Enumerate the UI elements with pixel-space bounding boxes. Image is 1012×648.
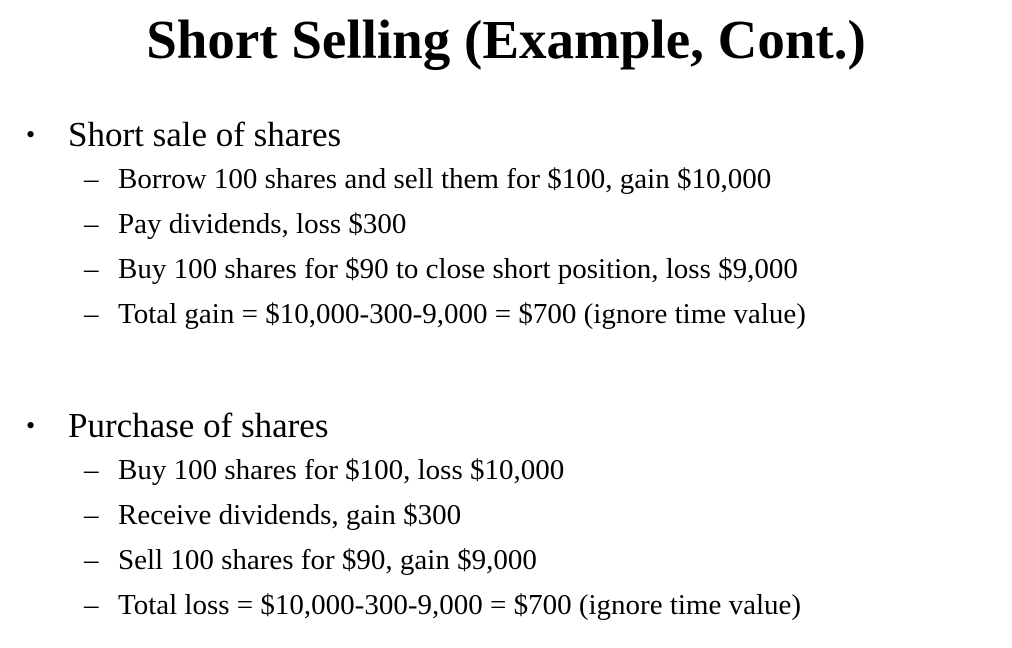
bullet-heading: Purchase of shares xyxy=(68,406,329,445)
sub-bullet-item: – Total loss = $10,000-300-9,000 = $700 … xyxy=(0,583,1012,628)
sub-bullet-item: – Total gain = $10,000-300-9,000 = $700 … xyxy=(0,292,1012,337)
sub-bullet-text: Borrow 100 shares and sell them for $100… xyxy=(118,163,772,195)
dash-icon: – xyxy=(84,454,99,486)
sub-bullet-text: Sell 100 shares for $90, gain $9,000 xyxy=(118,544,537,576)
sub-bullet-item: – Borrow 100 shares and sell them for $1… xyxy=(0,157,1012,202)
bullet-heading-row: • Purchase of shares xyxy=(0,404,1012,448)
sub-bullet-item: – Receive dividends, gain $300 xyxy=(0,493,1012,538)
bullet-heading-row: • Short sale of shares xyxy=(0,113,1012,157)
dash-icon: – xyxy=(84,253,99,285)
bullet-section-short-sale: • Short sale of shares – Borrow 100 shar… xyxy=(0,113,1012,337)
sub-bullet-list: – Borrow 100 shares and sell them for $1… xyxy=(0,157,1012,337)
sub-bullet-item: – Sell 100 shares for $90, gain $9,000 xyxy=(0,538,1012,583)
dash-icon: – xyxy=(84,589,99,621)
dash-icon: – xyxy=(84,208,99,240)
sub-bullet-item: – Pay dividends, loss $300 xyxy=(0,202,1012,247)
sub-bullet-text: Receive dividends, gain $300 xyxy=(118,499,462,531)
slide-title: Short Selling (Example, Cont.) xyxy=(146,9,866,70)
sub-bullet-item: – Buy 100 shares for $100, loss $10,000 xyxy=(0,448,1012,493)
sub-bullet-item: – Buy 100 shares for $90 to close short … xyxy=(0,247,1012,292)
bullet-heading: Short sale of shares xyxy=(68,115,342,154)
bullet-section-purchase: • Purchase of shares – Buy 100 shares fo… xyxy=(0,404,1012,628)
bullet-dot-icon: • xyxy=(26,120,36,149)
sub-bullet-text: Buy 100 shares for $100, loss $10,000 xyxy=(118,454,565,486)
sub-bullet-list: – Buy 100 shares for $100, loss $10,000 … xyxy=(0,448,1012,628)
dash-icon: – xyxy=(84,544,99,576)
sub-bullet-text: Total gain = $10,000-300-9,000 = $700 (i… xyxy=(118,298,806,330)
dash-icon: – xyxy=(84,499,99,531)
bullet-dot-icon: • xyxy=(26,411,36,440)
sub-bullet-text: Buy 100 shares for $90 to close short po… xyxy=(118,253,798,285)
dash-icon: – xyxy=(84,298,99,330)
sub-bullet-text: Total loss = $10,000-300-9,000 = $700 (i… xyxy=(118,589,802,621)
dash-icon: – xyxy=(84,163,99,195)
sub-bullet-text: Pay dividends, loss $300 xyxy=(118,208,407,240)
